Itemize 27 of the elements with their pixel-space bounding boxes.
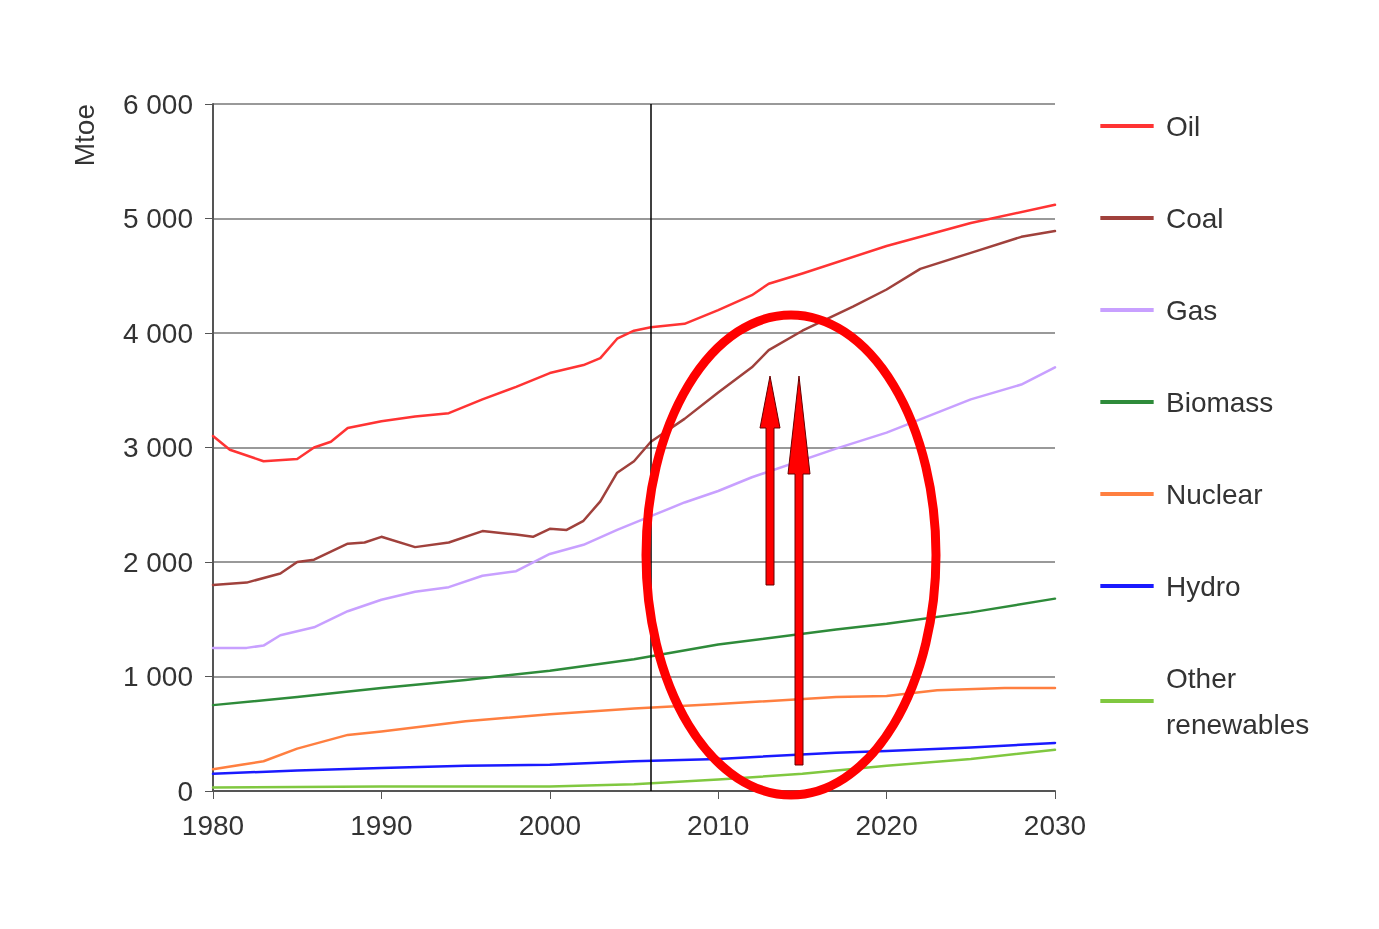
legend-label: Nuclear bbox=[1166, 478, 1263, 510]
legend-label: Hydro bbox=[1166, 570, 1241, 602]
legend-label: Biomass bbox=[1166, 386, 1274, 418]
y-tick-label: 5 000 bbox=[122, 203, 193, 234]
x-tick-label: 1990 bbox=[350, 809, 413, 841]
line-series bbox=[211, 597, 1057, 707]
x-tick-label: 1980 bbox=[181, 809, 245, 841]
legend-label: Oil bbox=[1166, 110, 1201, 142]
x-tick-label: 2000 bbox=[518, 809, 581, 841]
y-tick-label: 4 000 bbox=[122, 317, 193, 349]
y-tick-label: 6 000 bbox=[122, 88, 193, 120]
line-series bbox=[211, 741, 1057, 776]
x-tick-label: 2010 bbox=[687, 809, 750, 841]
y-tick-label: 0 bbox=[177, 775, 193, 807]
y-axis-title: Mtoe bbox=[68, 104, 100, 167]
line-series bbox=[211, 203, 1057, 463]
line-series bbox=[211, 686, 1057, 771]
line-series bbox=[211, 229, 1057, 587]
legend-label: Other renewables bbox=[1166, 662, 1310, 740]
line-series bbox=[211, 366, 1057, 650]
legend-label: Coal bbox=[1166, 202, 1224, 234]
y-tick-label: 3 000 bbox=[122, 432, 193, 463]
x-tick-label: 2020 bbox=[855, 809, 918, 841]
x-tick-label: 2030 bbox=[1023, 809, 1087, 841]
y-tick-label: 1 000 bbox=[122, 661, 193, 692]
legend-label: Gas bbox=[1166, 294, 1218, 326]
y-tick-label: 2 000 bbox=[122, 546, 193, 578]
